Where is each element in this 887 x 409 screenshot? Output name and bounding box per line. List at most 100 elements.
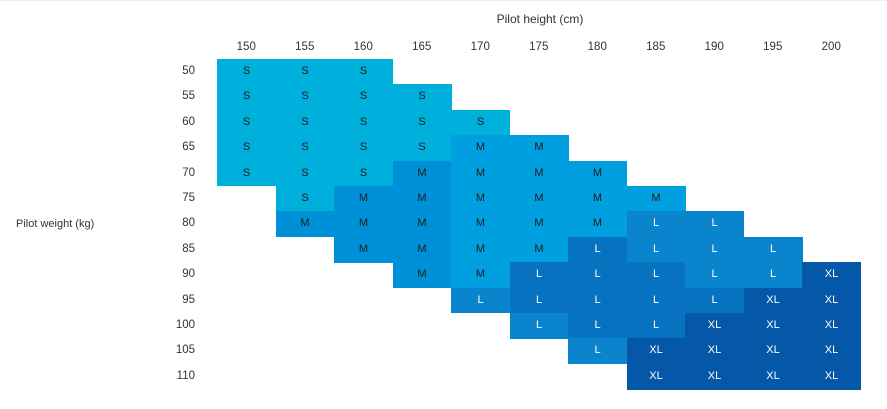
heatmap-cell: M: [568, 186, 627, 212]
heatmap-cell: L: [626, 287, 686, 314]
heatmap-cell: L: [568, 313, 627, 339]
heatmap-cell: S: [217, 135, 276, 162]
heatmap-cell: S: [217, 84, 276, 111]
heatmap-cell: XL: [802, 363, 861, 390]
heatmap-cell: M: [626, 186, 686, 212]
x-tick-label: 170: [470, 41, 490, 53]
x-tick-label: 160: [353, 41, 373, 53]
y-tick-label: 100: [175, 319, 195, 331]
heatmap-cell: M: [451, 211, 510, 238]
heatmap-cell: M: [509, 160, 569, 187]
heatmap-cell: XL: [802, 287, 861, 314]
heatmap-cell: XL: [802, 338, 861, 365]
y-tick-label: 55: [182, 90, 195, 103]
x-tick-label: 175: [529, 41, 549, 53]
heatmap-cell: M: [392, 186, 452, 212]
heatmap-cell: S: [334, 59, 393, 85]
heatmap-cell: L: [568, 262, 627, 289]
heatmap-cell: XL: [743, 363, 803, 390]
heatmap-cell: L: [743, 262, 803, 289]
y-tick-label: 85: [182, 242, 195, 255]
heatmap-cell: L: [743, 236, 803, 263]
y-tick-label: 60: [182, 115, 195, 128]
heatmap-cell: XL: [685, 313, 744, 339]
heatmap-cell: L: [685, 211, 744, 238]
heatmap-cell: M: [509, 135, 569, 162]
heatmap-cell: S: [334, 84, 393, 111]
heatmap-cell: M: [451, 135, 510, 162]
heatmap-cell: S: [392, 135, 452, 162]
heatmap-cell: XL: [685, 363, 744, 390]
heatmap-cell: S: [217, 59, 276, 85]
heatmap-cell: L: [685, 236, 744, 263]
heatmap-cell: S: [392, 84, 452, 111]
heatmap-cell: M: [334, 211, 393, 238]
x-tick-label: 150: [236, 41, 256, 53]
y-tick-label: 80: [182, 217, 195, 230]
heatmap-cell: XL: [802, 262, 861, 289]
heatmap-cell: M: [334, 186, 393, 212]
top-divider: [0, 0, 887, 1]
heatmap-cell: M: [451, 262, 510, 289]
y-tick-label: 65: [182, 141, 195, 154]
x-axis-title: Pilot height (cm): [496, 12, 584, 26]
heatmap-cell: L: [685, 262, 744, 289]
y-tick-label: 105: [175, 344, 195, 357]
heatmap-cell: M: [392, 236, 452, 263]
heatmap-cell: M: [509, 236, 569, 263]
x-tick-label: 180: [587, 41, 607, 53]
heatmap-cell: M: [392, 211, 452, 238]
heatmap-cell: L: [626, 236, 686, 263]
heatmap-cell: M: [275, 211, 335, 238]
heatmap-cell: XL: [626, 338, 686, 365]
heatmap-cell: L: [626, 211, 686, 238]
heatmap-cell: L: [568, 287, 627, 314]
heatmap-cell: XL: [685, 338, 744, 365]
heatmap-cell: S: [392, 109, 452, 136]
heatmap-cell: M: [451, 160, 510, 187]
heatmap-cell: XL: [743, 338, 803, 365]
heatmap-cell: L: [451, 287, 510, 314]
heatmap-cell: M: [509, 186, 569, 212]
heatmap-cell: XL: [743, 287, 803, 314]
heatmap-cell: S: [275, 160, 335, 187]
heatmap-cell: S: [275, 59, 335, 85]
x-tick-label: 195: [763, 41, 783, 53]
heatmap-cell: M: [392, 262, 452, 289]
x-tick-label: 155: [295, 41, 315, 53]
y-tick-label: 90: [182, 268, 195, 281]
heatmap-cell: L: [568, 338, 627, 365]
y-axis-title: Pilot weight (kg): [16, 218, 95, 230]
y-tick-label: 75: [182, 192, 195, 204]
heatmap-cell: XL: [626, 363, 686, 390]
heatmap-cell: L: [685, 287, 744, 314]
x-tick-label: 185: [646, 41, 666, 53]
heatmap-cell: L: [626, 313, 686, 339]
heatmap-cell: S: [334, 109, 393, 136]
y-tick-label: 50: [182, 65, 195, 77]
heatmap-cell: S: [334, 135, 393, 162]
heatmap-cell: S: [275, 109, 335, 136]
heatmap-cell: S: [217, 160, 276, 187]
heatmap-cell: L: [509, 313, 569, 339]
heatmap-cell: M: [451, 236, 510, 263]
heatmap-cell: M: [392, 160, 452, 187]
heatmap-cell: S: [275, 84, 335, 111]
heatmap-cell: S: [334, 160, 393, 187]
heatmap-cell: M: [509, 211, 569, 238]
y-tick-label: 95: [182, 293, 195, 306]
y-tick-label: 110: [176, 369, 195, 382]
heatmap-cell: XL: [743, 313, 803, 339]
x-tick-label: 190: [704, 41, 724, 53]
x-tick-label: 165: [412, 41, 432, 53]
heatmap-cell: S: [275, 135, 335, 162]
heatmap-cell: L: [568, 236, 627, 263]
heatmap-cell: L: [626, 262, 686, 289]
heatmap-cell: M: [568, 211, 627, 238]
heatmap-cell: L: [509, 262, 569, 289]
heatmap-cell: M: [334, 236, 393, 263]
heatmap-cell: L: [509, 287, 569, 314]
heatmap-cell: M: [451, 186, 510, 212]
heatmap-cell: S: [217, 109, 276, 136]
heatmap-cell: S: [451, 109, 510, 136]
